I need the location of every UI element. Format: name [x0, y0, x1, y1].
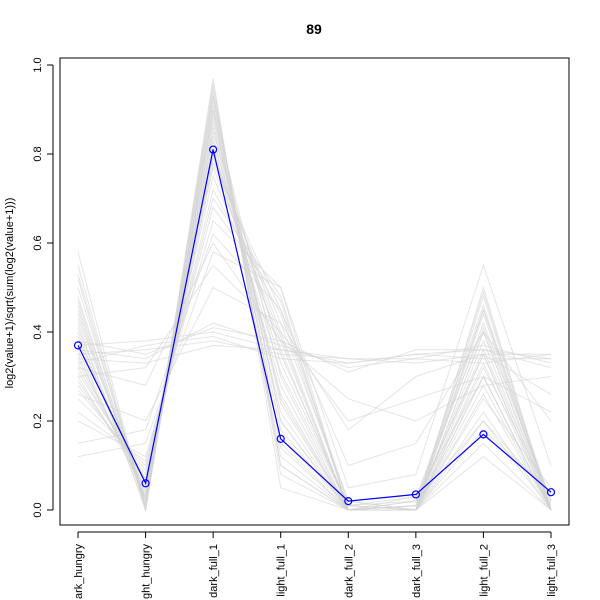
- highlight-series-group: [73, 145, 556, 506]
- highlight-series-point: [141, 479, 150, 488]
- plot-frame: [59, 57, 570, 526]
- highlight-series-point: [411, 490, 420, 499]
- background-series-line: [77, 96, 552, 511]
- y-axis-label: log2(value+1)/sqrt(sum(log2(value+1))): [4, 198, 16, 389]
- y-tick-label: 1.0: [32, 57, 44, 72]
- highlight-series-point: [344, 497, 353, 506]
- x-tick-label: light_full_1: [276, 544, 288, 597]
- y-tick-label: 0.8: [32, 146, 44, 161]
- axes-group: 0.0 0.2 0.4 0.6 0.8 1.0 ark_hungry ght_hungry da…: [32, 57, 558, 599]
- background-series-line: [77, 340, 551, 364]
- highlight-series-line: [77, 149, 552, 502]
- x-tick-label: ark_hungry: [73, 544, 85, 600]
- background-series-line: [77, 251, 552, 489]
- y-tick-label: 0.0: [32, 502, 44, 517]
- x-tick-label: dark_full_2: [343, 544, 355, 598]
- x-tick-label: dark_full_3: [411, 544, 423, 598]
- x-tick-label: light_full_3: [546, 544, 558, 597]
- highlight-series-point: [73, 341, 83, 350]
- background-series-line: [77, 344, 552, 364]
- background-series-line: [77, 174, 552, 511]
- x-tick-label: ght_hungry: [141, 544, 153, 600]
- background-series-group: [77, 78, 552, 512]
- highlight-series-point: [479, 430, 488, 439]
- x-tick-label: dark_full_1: [208, 544, 220, 598]
- background-series-line: [77, 206, 552, 511]
- highlight-series-point: [276, 434, 285, 443]
- chart-title: 89: [306, 21, 322, 37]
- y-tick-label: 0.4: [32, 324, 44, 339]
- highlight-series-point: [546, 488, 556, 497]
- x-tick-label: light_full_2: [478, 544, 490, 597]
- y-tick-label: 0.6: [32, 235, 44, 250]
- y-tick-label: 0.2: [32, 413, 44, 428]
- background-series-line: [77, 197, 552, 511]
- background-series-line: [77, 242, 552, 422]
- highlight-series-point: [209, 145, 218, 154]
